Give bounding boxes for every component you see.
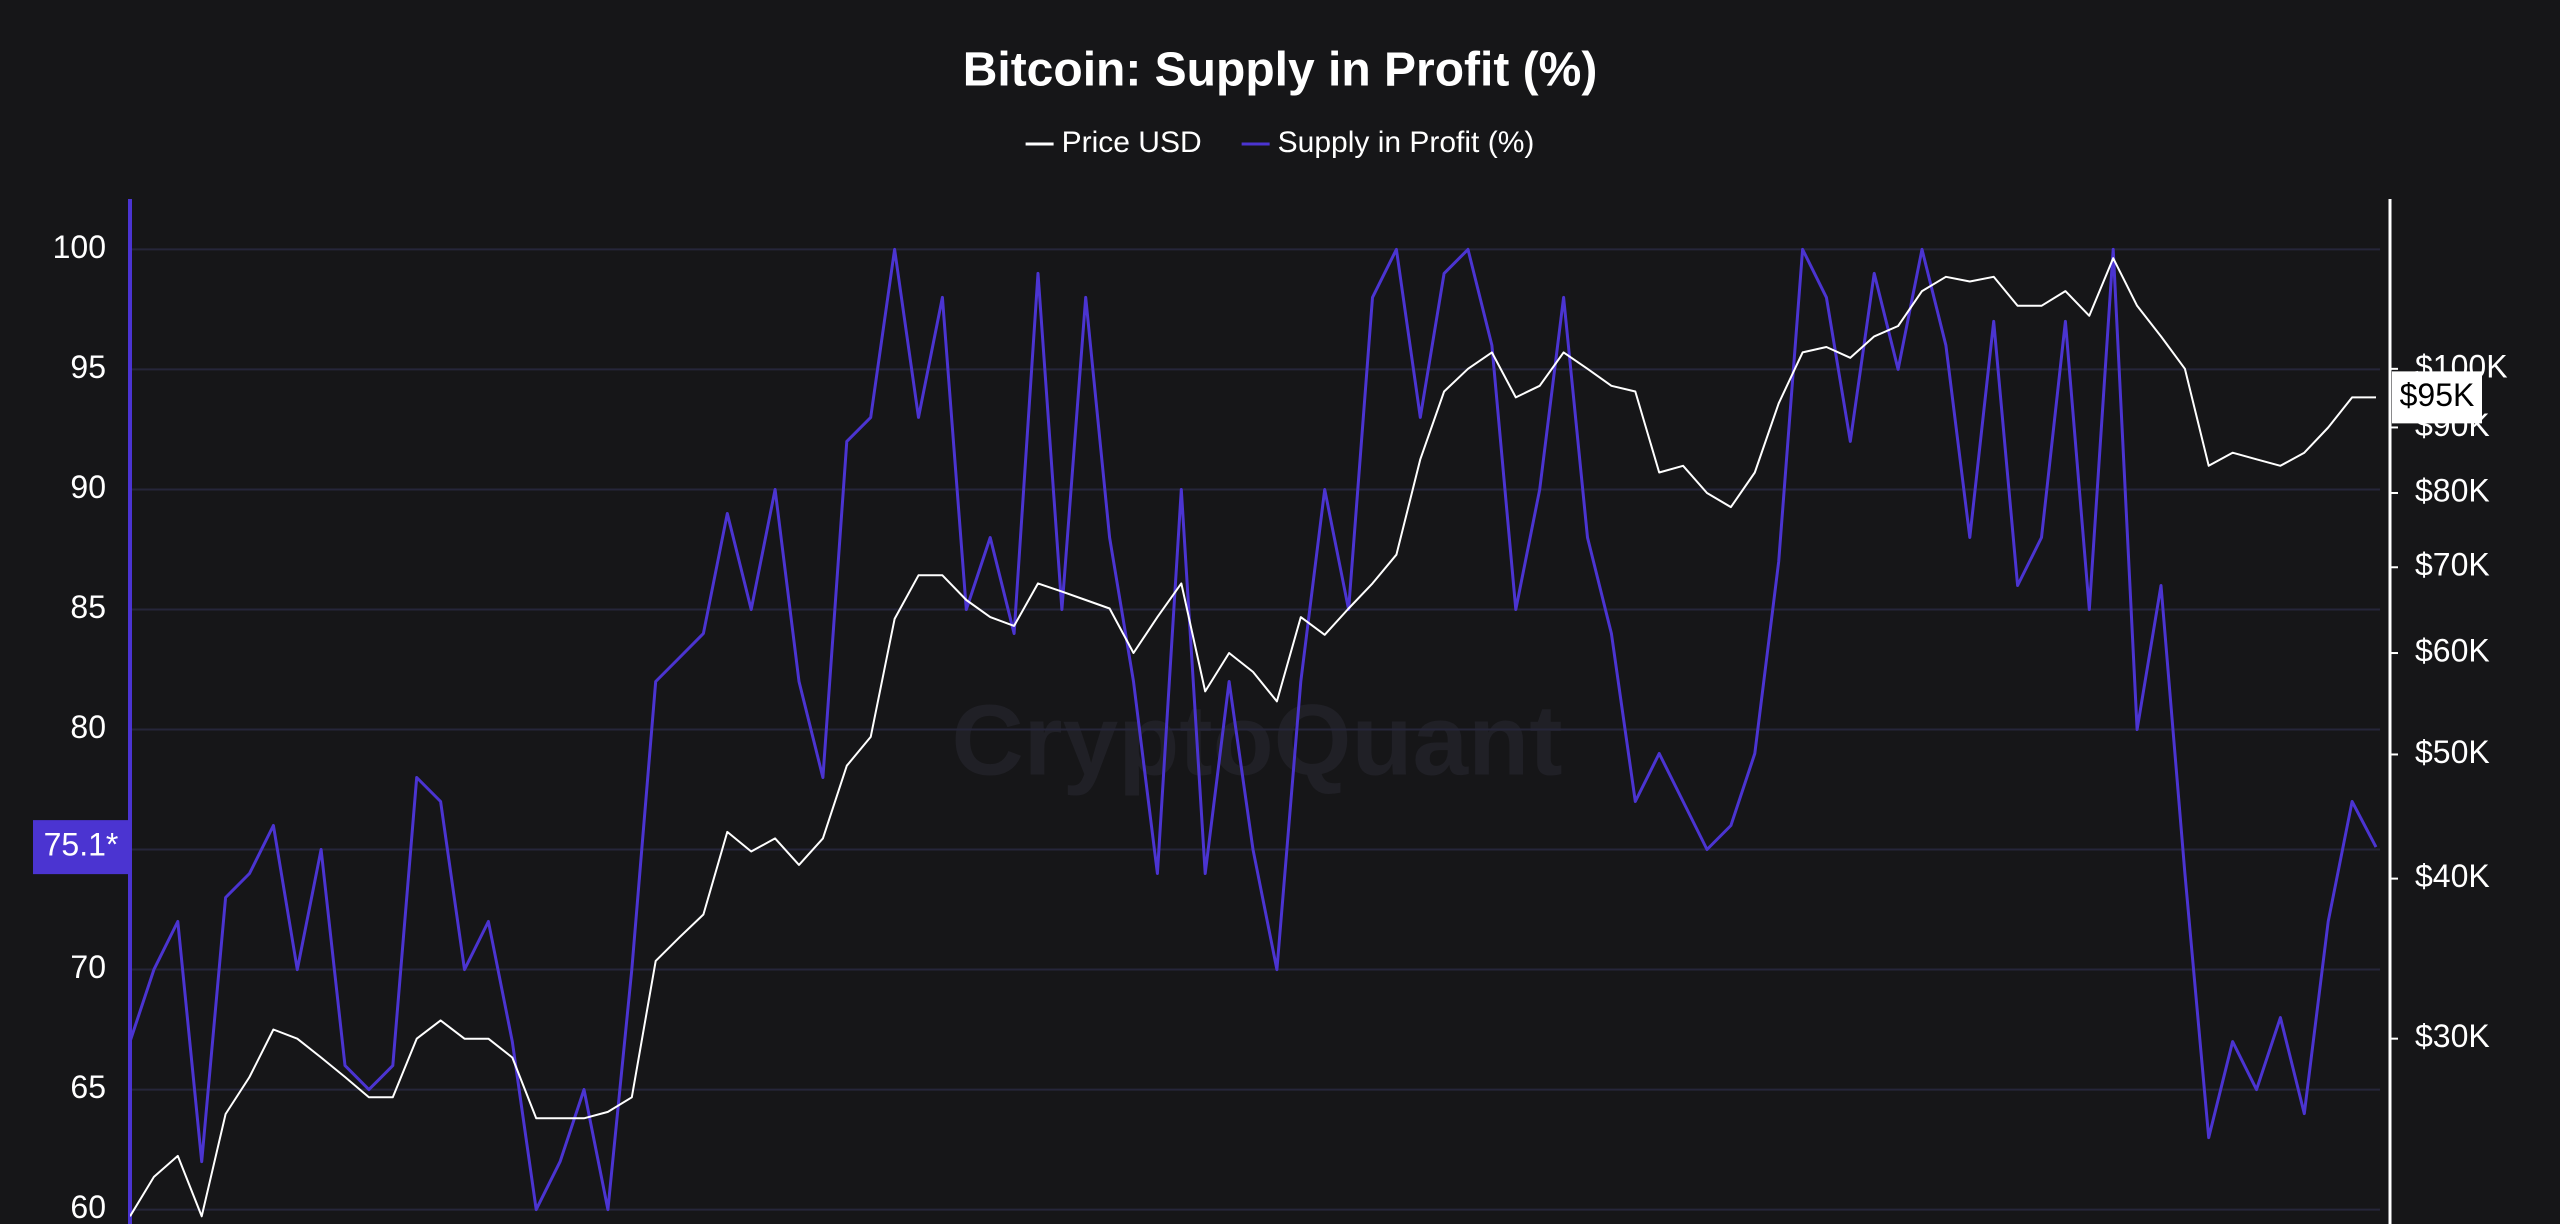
y-tick-label: 65	[70, 1069, 106, 1105]
legend-label: Supply in Profit (%)	[1278, 126, 1535, 159]
y2-tick-label: $50K	[2415, 734, 2490, 770]
y2-tick-label: $60K	[2415, 632, 2490, 668]
legend-label: Price USD	[1062, 126, 1202, 159]
y-tick-label: 90	[70, 469, 106, 505]
y-tick-label: 100	[53, 229, 106, 265]
value-badge-label: 75.1*	[44, 827, 119, 863]
price-badge-label: $95K	[2400, 377, 2475, 413]
y2-tick-label: $70K	[2415, 547, 2490, 583]
watermark: CryptoQuant	[951, 684, 1562, 796]
y-tick-label: 70	[70, 949, 106, 985]
value-badge	[33, 820, 129, 875]
y-tick-label: 95	[70, 349, 106, 385]
chart-title: Bitcoin: Supply in Profit (%)	[963, 44, 1598, 97]
y-tick-label: 80	[70, 709, 106, 745]
y-tick-label: 60	[70, 1189, 106, 1224]
legend: Price USD Supply in Profit (%)	[1025, 126, 1535, 159]
y2-tick-label: $80K	[2415, 472, 2490, 508]
series-line	[130, 257, 2376, 1218]
y-tick-label: 85	[70, 589, 106, 625]
price-badge	[2392, 371, 2482, 424]
plot-area	[130, 247, 2378, 1218]
series-line	[130, 247, 2378, 1212]
y2-tick-label: $30K	[2415, 1018, 2490, 1054]
y2-tick-label: $40K	[2415, 858, 2490, 894]
